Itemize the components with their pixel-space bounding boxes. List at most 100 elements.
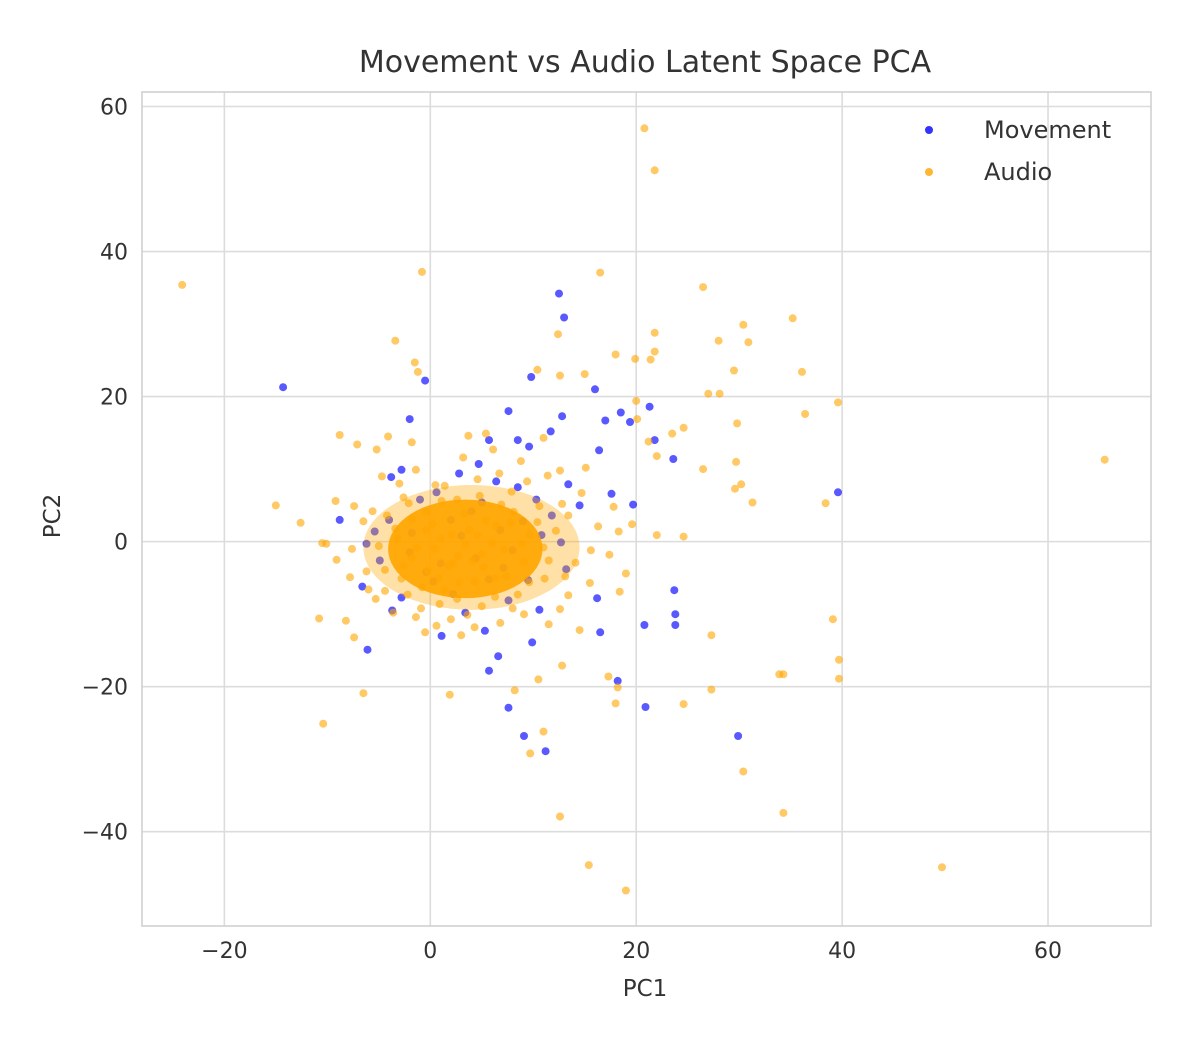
audio-point	[580, 370, 589, 379]
audio-point	[459, 453, 468, 462]
movement-point	[734, 732, 743, 740]
movement-point	[557, 538, 565, 547]
audio-point	[335, 431, 344, 439]
audio-point	[605, 550, 614, 559]
audio-series	[178, 124, 1109, 895]
audio-point	[322, 539, 331, 548]
x-axis-ticks: −20 0 20 40 60	[201, 939, 1062, 964]
audio-point	[679, 700, 688, 709]
legend-label: Movement	[984, 116, 1111, 144]
audio-point	[744, 338, 753, 347]
audio-point	[389, 608, 398, 617]
audio-point	[558, 661, 567, 670]
movement-point	[645, 402, 654, 411]
movement-point	[416, 495, 424, 504]
audio-point	[644, 437, 653, 446]
audio-point	[368, 507, 377, 516]
legend-label: Audio	[984, 158, 1052, 186]
audio-point	[779, 808, 788, 817]
audio-point	[526, 749, 535, 758]
movement-point	[387, 473, 396, 482]
audio-point	[315, 614, 324, 623]
y-tick-label: 0	[114, 531, 128, 556]
movement-point	[641, 703, 650, 711]
x-tick-label: 0	[423, 939, 437, 964]
movement-point	[525, 442, 534, 451]
audio-point	[411, 613, 420, 622]
audio-point	[650, 166, 659, 175]
chart-title: Movement vs Audio Latent Space PCA	[359, 45, 932, 80]
audio-point	[628, 520, 637, 529]
movement-point	[640, 621, 649, 629]
movement-point	[370, 527, 379, 536]
movement-point	[279, 383, 288, 392]
audio-point	[510, 686, 519, 695]
audio-point	[564, 591, 573, 600]
audio-point	[381, 586, 389, 595]
audio-point	[938, 863, 946, 872]
audio-point	[271, 501, 280, 510]
audio-point	[779, 670, 788, 679]
audio-point	[679, 423, 688, 432]
y-tick-label: −20	[82, 676, 128, 701]
audio-point	[584, 861, 593, 870]
audio-point	[650, 347, 659, 356]
audio-point	[432, 621, 441, 630]
audio-point	[640, 124, 649, 133]
x-tick-label: 20	[622, 939, 650, 964]
movement-point	[532, 495, 541, 504]
audio-point	[561, 572, 570, 581]
plot-frame	[141, 91, 1152, 927]
legend-item-audio: Audio	[925, 158, 1052, 186]
audio-point	[835, 674, 843, 683]
movement-point	[485, 436, 493, 445]
movement-point	[564, 480, 573, 489]
audio-point	[554, 330, 562, 339]
audio-point	[581, 463, 590, 472]
movement-point	[504, 703, 513, 712]
audio-point	[633, 415, 642, 424]
movement-point	[520, 732, 528, 740]
audio-point	[650, 328, 659, 337]
audio-point	[520, 610, 528, 619]
movement-point	[626, 418, 634, 426]
movement-point	[535, 605, 544, 614]
audio-point	[646, 355, 655, 364]
audio-point	[544, 556, 553, 565]
audio-point	[585, 579, 594, 587]
movement-point	[504, 407, 513, 416]
audio-point	[828, 615, 837, 624]
audio-point	[801, 410, 810, 418]
movement-point	[513, 436, 522, 445]
audio-point	[417, 604, 425, 613]
audio-point	[679, 532, 688, 541]
movement-point	[575, 501, 584, 510]
movement-point	[671, 610, 680, 619]
audio-point	[699, 465, 708, 474]
audio-point	[403, 590, 412, 599]
audio-point	[834, 398, 842, 407]
audio-point	[732, 457, 741, 466]
y-tick-label: −40	[82, 821, 128, 846]
audio-point	[350, 633, 359, 642]
audio-point	[613, 683, 622, 692]
audio-point	[332, 555, 341, 564]
movement-point	[480, 626, 489, 635]
audio-point	[496, 618, 505, 627]
movement-point	[485, 666, 493, 675]
audio-point	[364, 585, 373, 594]
audio-point	[798, 367, 806, 376]
audio-point	[372, 445, 381, 454]
movement-point	[629, 500, 638, 509]
movement-point	[421, 376, 430, 385]
audio-point	[410, 358, 419, 367]
movement-point	[555, 289, 563, 298]
y-axis-label: PC2	[40, 494, 66, 539]
movement-point	[474, 460, 483, 468]
movement-point	[607, 489, 616, 498]
audio-dense-core	[363, 485, 580, 610]
movement-point	[335, 515, 344, 524]
audio-point	[586, 546, 595, 555]
audio-point	[748, 498, 757, 507]
movement-point	[363, 645, 372, 654]
